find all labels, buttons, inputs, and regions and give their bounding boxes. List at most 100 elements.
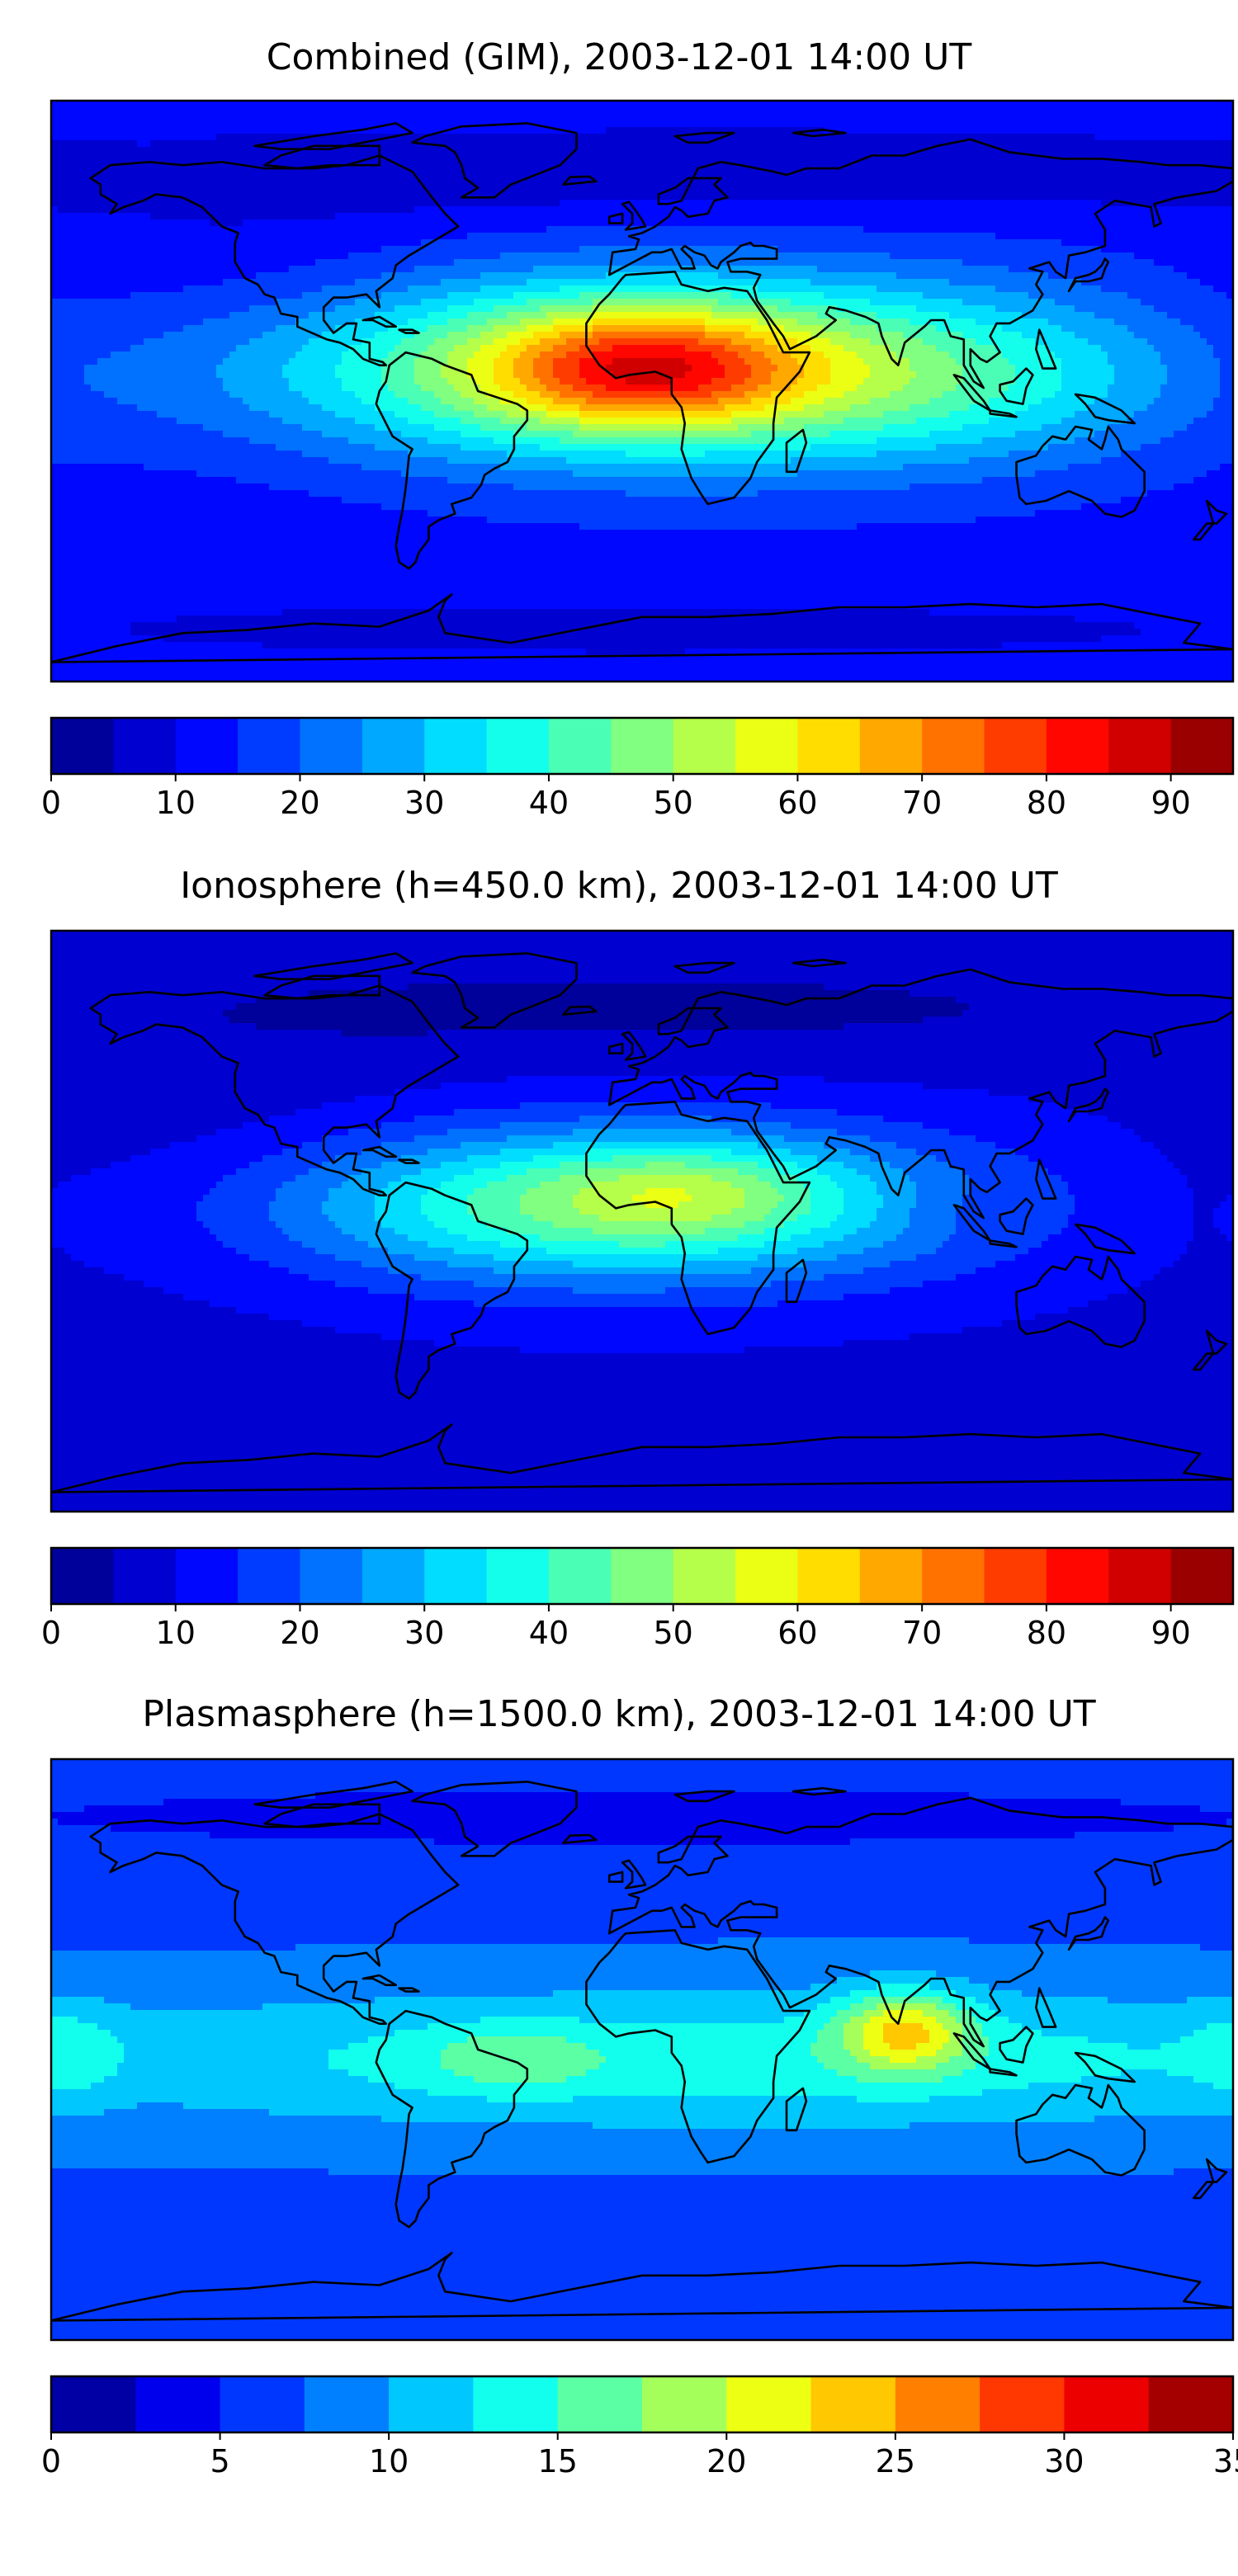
colorbar-segment	[51, 1548, 114, 1604]
colorbar-tick-label: 10	[156, 1615, 196, 1651]
coastline	[989, 2068, 1018, 2077]
coastline	[562, 175, 598, 186]
coastline	[1074, 393, 1136, 425]
coastline	[253, 952, 413, 980]
coastline	[791, 958, 847, 968]
coastline	[785, 1258, 808, 1304]
colorbar-tick-label: 90	[1151, 1615, 1190, 1651]
coastline	[411, 1781, 578, 1857]
colorbar-segment	[220, 2376, 305, 2432]
coastline	[253, 122, 413, 150]
coastline	[89, 984, 460, 1196]
colorbar-segment	[810, 2376, 896, 2432]
colorbar-tick-label: 70	[902, 785, 942, 821]
map-frame	[50, 929, 1235, 1513]
coastline	[621, 201, 647, 231]
coastline	[375, 1181, 529, 1400]
colorbar-segment	[548, 1548, 612, 1604]
coastline	[791, 1786, 847, 1796]
colorbar-segment	[1108, 1548, 1172, 1604]
colorbar-segment	[238, 1548, 300, 1604]
colorbar-segment	[486, 718, 550, 774]
colorbar-segment	[548, 718, 612, 774]
colorbar-segment	[611, 718, 674, 774]
colorbar-tick-label: 20	[706, 2443, 746, 2479]
colorbar-segment	[238, 718, 300, 774]
colorbar-tick-label: 0	[41, 1615, 61, 1651]
colorbar-segment	[859, 1548, 923, 1604]
colorbar-segment	[51, 2376, 136, 2432]
combined-gim-map: 0 10 20 30 40 50 60 70 80 90	[41, 99, 1235, 821]
coastline	[585, 1929, 811, 2164]
colorbar-tick-label: 5	[210, 2443, 229, 2479]
colorbar-tick-label: 40	[529, 1615, 569, 1651]
colorbar-frame	[50, 2375, 1235, 2434]
colorbar-tick-label: 10	[156, 785, 196, 821]
coastline	[1074, 1223, 1136, 1255]
coastline	[607, 1871, 624, 1883]
colorbar-tick-label: 0	[41, 785, 61, 821]
coastline	[398, 1987, 420, 1993]
colorbar-segment	[611, 1548, 674, 1604]
coastline	[51, 593, 1233, 663]
coastline	[791, 128, 847, 138]
coastline	[1035, 1158, 1057, 1200]
colorbar-tick-label: 30	[404, 785, 444, 821]
coastline	[1015, 1255, 1146, 1348]
colorbar-segment	[473, 2376, 559, 2432]
coastline	[785, 428, 808, 474]
colorbar-segment	[135, 2376, 221, 2432]
coastline	[562, 1833, 598, 1844]
coastline	[89, 154, 460, 366]
coastline	[1035, 328, 1057, 370]
coastline	[51, 2252, 1233, 2322]
colorbar-segment	[300, 1548, 363, 1604]
colorbar-segment	[797, 1548, 861, 1604]
colorbar-segment	[673, 718, 736, 774]
colorbar-segment	[424, 718, 488, 774]
colorbar-segment	[726, 2376, 812, 2432]
colorbar-frame	[50, 1546, 1235, 1606]
ionosphere-map: 0 10 20 30 40 50 60 70 80 90	[41, 929, 1235, 1651]
coastline	[607, 968, 1233, 1220]
colorbar-tick-label: 15	[538, 2443, 578, 2479]
coastline	[1035, 1987, 1057, 2028]
colorbar: 0 10 20 30 40 50 60 70 80 90	[41, 716, 1235, 821]
coastline	[361, 1974, 397, 1987]
coastline	[585, 271, 811, 506]
colorbar-segment	[361, 1548, 425, 1604]
colorbar-segment	[304, 2376, 390, 2432]
coastline	[621, 1031, 647, 1061]
coastlines	[51, 122, 1233, 663]
colorbar-segment	[424, 1548, 488, 1604]
colorbar-tick-label: 10	[369, 2443, 409, 2479]
coastline	[999, 2026, 1034, 2064]
coastline	[607, 212, 624, 224]
colorbar-tick-label: 50	[654, 1615, 693, 1651]
coastline	[607, 138, 1233, 389]
coastline	[989, 1239, 1018, 1248]
map-frame	[50, 1757, 1235, 2342]
colorbar-tick-label: 30	[1044, 2443, 1084, 2479]
coastline	[411, 952, 578, 1029]
colorbar-segment	[1108, 718, 1172, 774]
coastline	[375, 2009, 529, 2229]
colorbar-segment	[1046, 718, 1109, 774]
coastline	[607, 1796, 1233, 2048]
coastline	[263, 144, 381, 170]
field-contours	[51, 931, 1233, 1512]
colorbar-tick-label: 0	[41, 2443, 61, 2479]
coastline	[585, 1101, 811, 1336]
colorbar-segment	[113, 1548, 177, 1604]
combined-gim-title: Combined (GIM), 2003-12-01 14:00 UT	[266, 36, 972, 78]
map-frame	[50, 99, 1235, 683]
coastline	[989, 409, 1018, 418]
coastline	[253, 1781, 413, 1809]
colorbar-segment	[51, 718, 114, 774]
coastline	[562, 1005, 598, 1016]
coastline	[607, 1042, 624, 1054]
colorbar-tick-label: 60	[777, 1615, 817, 1651]
coastline	[398, 1158, 420, 1164]
coastline	[1067, 257, 1110, 293]
coastline	[1015, 2083, 1146, 2177]
